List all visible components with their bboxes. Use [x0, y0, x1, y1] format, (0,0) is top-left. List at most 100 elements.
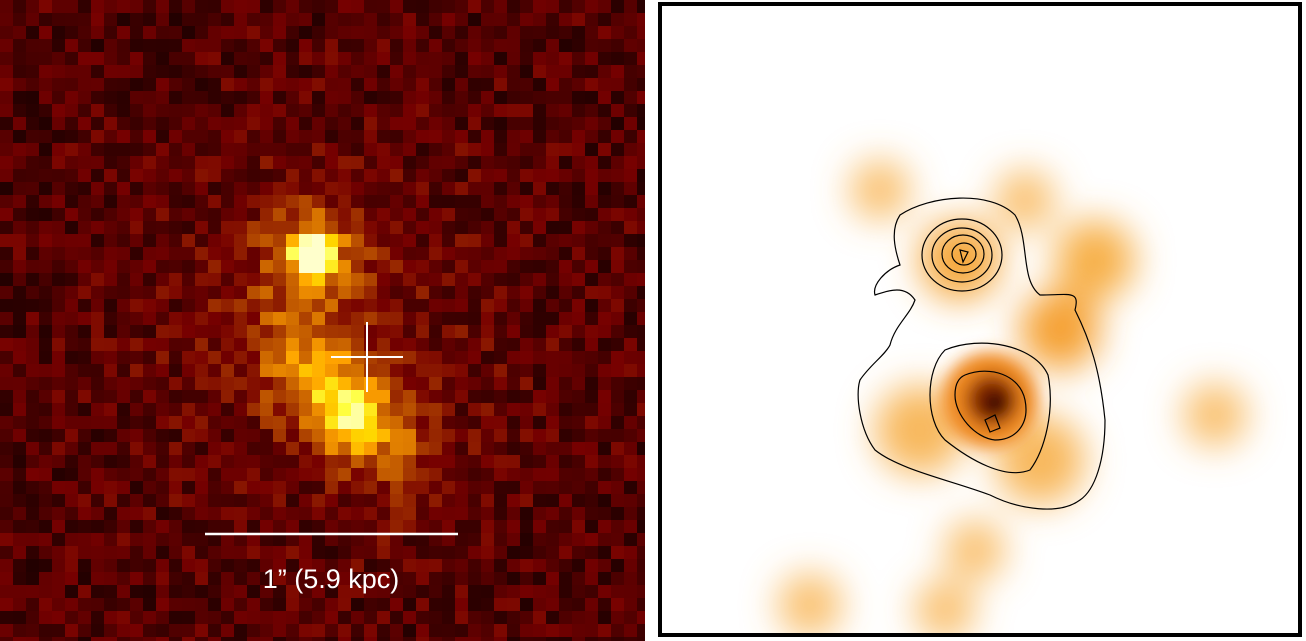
image-pixel [39, 377, 53, 391]
image-pixel [416, 234, 430, 248]
image-pixel [390, 390, 404, 404]
image-pixel [429, 559, 443, 573]
image-pixel [468, 143, 482, 157]
image-pixel [273, 325, 287, 339]
image-pixel [624, 182, 638, 196]
image-pixel [507, 429, 521, 443]
image-pixel [195, 585, 209, 599]
image-pixel [572, 104, 586, 118]
image-pixel [78, 364, 92, 378]
image-pixel [637, 624, 651, 638]
image-pixel [442, 273, 456, 287]
image-pixel [455, 273, 469, 287]
image-pixel [533, 13, 547, 27]
image-pixel [234, 390, 248, 404]
image-pixel [156, 390, 170, 404]
image-pixel [559, 299, 573, 313]
image-pixel [234, 130, 248, 144]
image-pixel [611, 611, 625, 625]
image-pixel [260, 221, 274, 235]
image-pixel [338, 390, 352, 404]
image-pixel [273, 351, 287, 365]
image-pixel [611, 234, 625, 248]
image-pixel [143, 208, 157, 222]
image-pixel [156, 221, 170, 235]
image-pixel [286, 416, 300, 430]
image-pixel [65, 416, 79, 430]
image-pixel [481, 130, 495, 144]
image-pixel [221, 182, 235, 196]
image-pixel [143, 221, 157, 235]
image-pixel [208, 325, 222, 339]
image-pixel [221, 637, 235, 641]
image-pixel [403, 195, 417, 209]
image-pixel [91, 546, 105, 560]
image-pixel [468, 169, 482, 183]
image-pixel [91, 299, 105, 313]
image-pixel [65, 624, 79, 638]
image-pixel [364, 520, 378, 534]
image-pixel [39, 156, 53, 170]
image-pixel [637, 26, 651, 40]
image-pixel [182, 338, 196, 352]
image-pixel [585, 130, 599, 144]
image-pixel [533, 78, 547, 92]
image-pixel [611, 390, 625, 404]
image-pixel [286, 494, 300, 508]
image-pixel [481, 182, 495, 196]
image-pixel [208, 598, 222, 612]
image-pixel [585, 520, 599, 534]
image-pixel [208, 416, 222, 430]
image-pixel [78, 507, 92, 521]
image-pixel [390, 598, 404, 612]
image-pixel [468, 39, 482, 53]
image-pixel [481, 156, 495, 170]
image-pixel [182, 351, 196, 365]
image-pixel [572, 624, 586, 638]
image-pixel [208, 13, 222, 27]
image-pixel [637, 325, 651, 339]
image-pixel [598, 364, 612, 378]
image-pixel [195, 481, 209, 495]
image-pixel [325, 65, 339, 79]
image-pixel [234, 598, 248, 612]
image-pixel [572, 572, 586, 586]
image-pixel [416, 507, 430, 521]
image-pixel [585, 455, 599, 469]
image-pixel [429, 481, 443, 495]
image-pixel [234, 156, 248, 170]
image-pixel [299, 0, 313, 14]
image-pixel [494, 221, 508, 235]
image-pixel [273, 507, 287, 521]
image-pixel [52, 156, 66, 170]
image-pixel [520, 481, 534, 495]
image-pixel [494, 195, 508, 209]
image-pixel [481, 26, 495, 40]
image-pixel [195, 260, 209, 274]
image-pixel [117, 377, 131, 391]
image-pixel [169, 208, 183, 222]
image-pixel [39, 13, 53, 27]
image-pixel [377, 247, 391, 261]
image-pixel [364, 455, 378, 469]
image-pixel [351, 507, 365, 521]
image-pixel [403, 624, 417, 638]
image-pixel [481, 390, 495, 404]
image-pixel [169, 468, 183, 482]
image-pixel [156, 65, 170, 79]
image-pixel [156, 494, 170, 508]
image-pixel [221, 364, 235, 378]
image-pixel [403, 0, 417, 14]
image-pixel [585, 416, 599, 430]
image-pixel [442, 416, 456, 430]
image-pixel [572, 91, 586, 105]
image-pixel [0, 260, 14, 274]
image-pixel [117, 273, 131, 287]
image-pixel [416, 247, 430, 261]
image-pixel [442, 52, 456, 66]
image-pixel [26, 507, 40, 521]
image-pixel [78, 520, 92, 534]
image-pixel [351, 364, 365, 378]
image-pixel [130, 104, 144, 118]
image-pixel [195, 195, 209, 209]
